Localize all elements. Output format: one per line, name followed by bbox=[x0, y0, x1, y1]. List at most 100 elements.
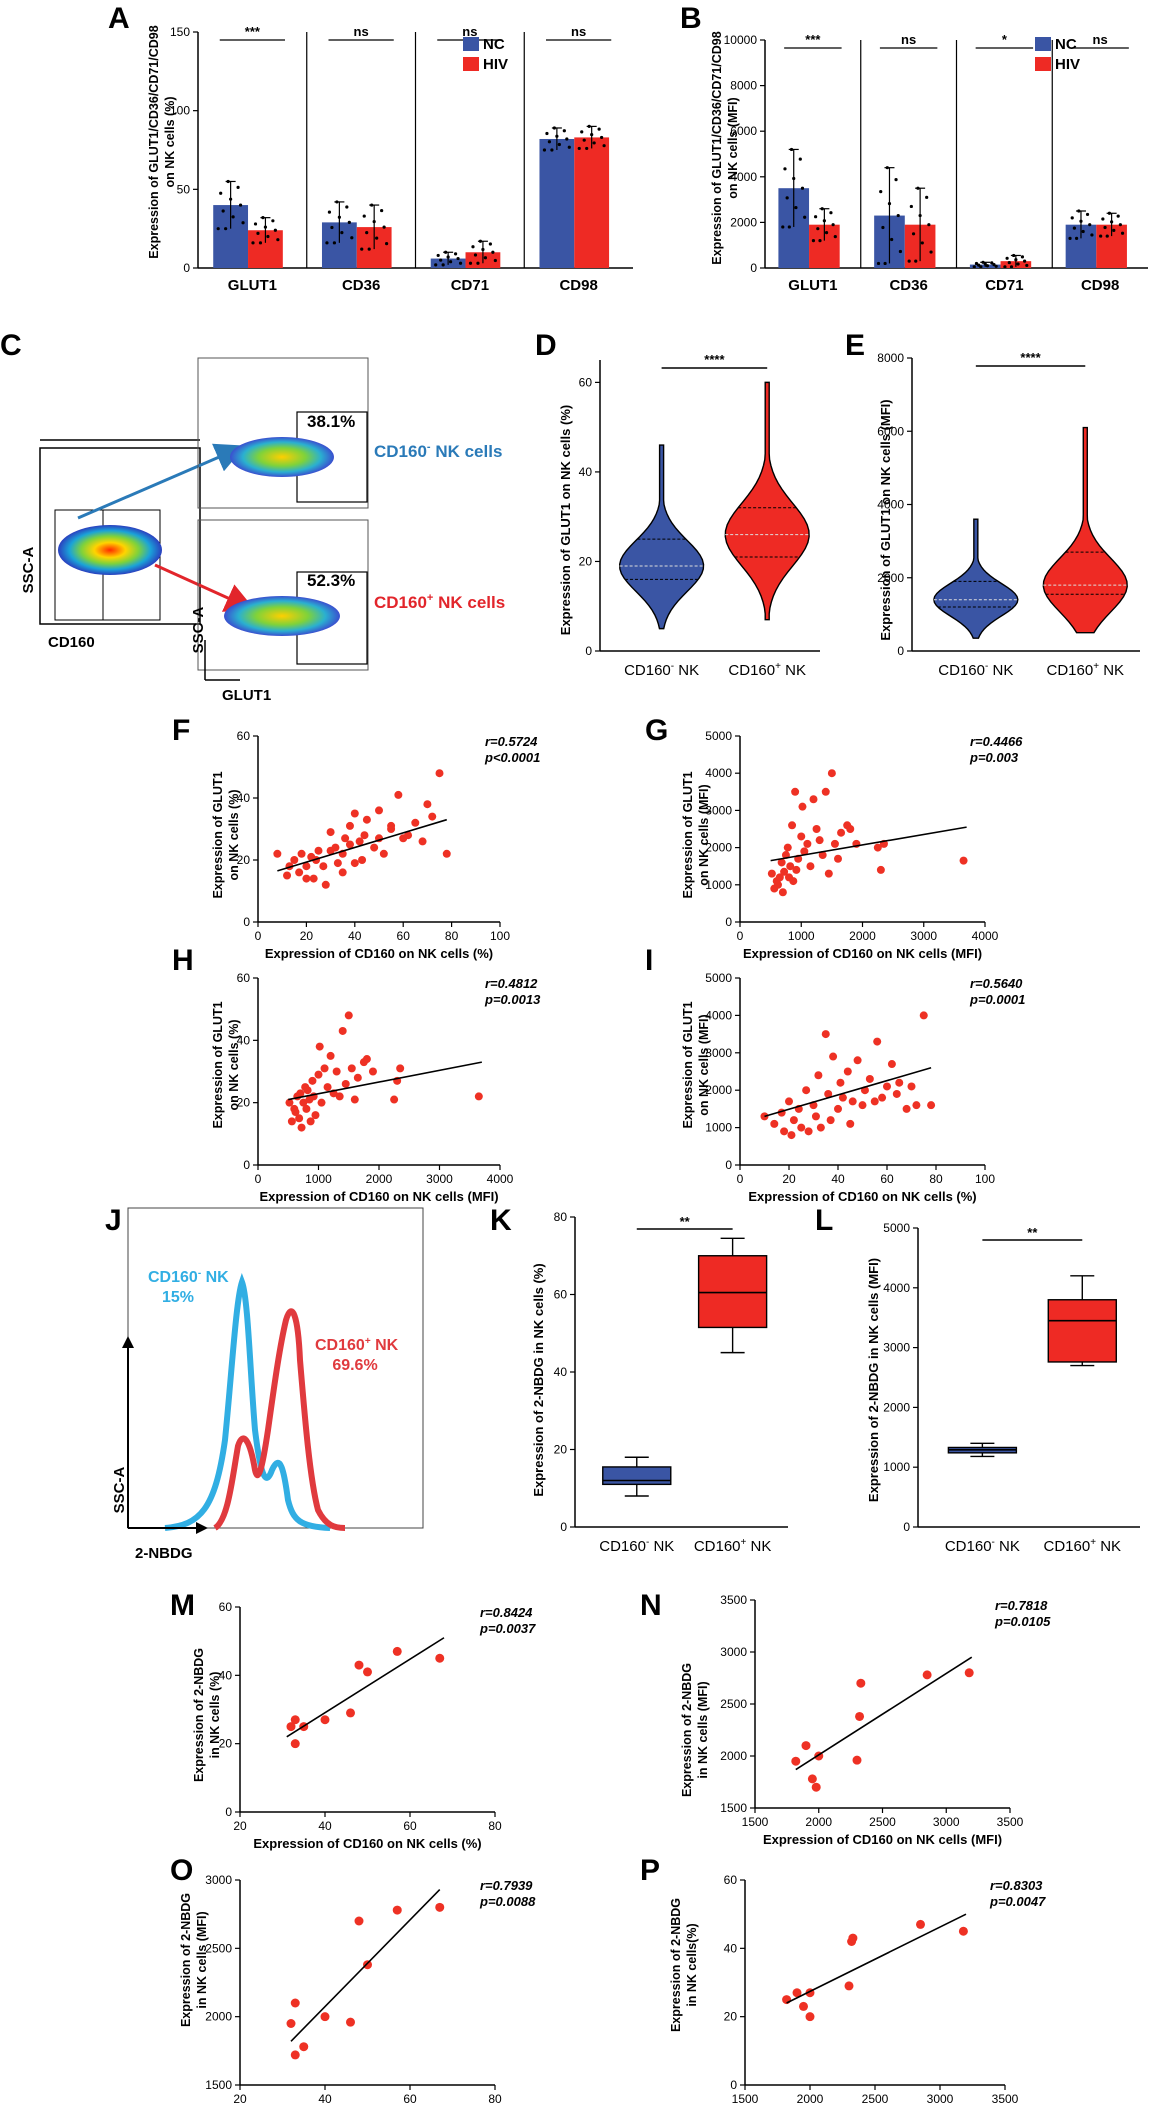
b-y-tick-label: 2000 bbox=[730, 215, 757, 229]
o-fit-line bbox=[290, 1889, 441, 2042]
h-data-point bbox=[296, 1089, 305, 1098]
n-p-value: p=0.0105 bbox=[994, 1614, 1051, 1629]
g-x-tick-label: 0 bbox=[737, 929, 744, 943]
b-data-dot bbox=[814, 215, 818, 219]
a-data-dot bbox=[585, 146, 589, 151]
f-x-tick-label: 0 bbox=[255, 929, 262, 943]
d-category-label: CD160+ NK bbox=[728, 661, 806, 679]
l-y-tick-label: 0 bbox=[903, 1520, 910, 1534]
a-data-dot bbox=[565, 137, 569, 141]
panel-letter-a: A bbox=[108, 2, 130, 35]
i-data-point bbox=[870, 1097, 879, 1106]
b-legend-swatch-hiv bbox=[1035, 57, 1051, 71]
f-x-tick-label: 20 bbox=[300, 929, 314, 943]
a-data-dot bbox=[468, 261, 473, 265]
bar-chart-a: 0 50 100 150 *** GLUT1 ns CD36 ns CD71 ns CD98 NC HIV bbox=[170, 24, 633, 294]
j-pos-label: CD160+ NK bbox=[315, 1336, 399, 1354]
i-data-point bbox=[834, 1104, 842, 1113]
a-data-dot bbox=[456, 256, 460, 261]
p-ylabel-2: in NK cells(%) bbox=[685, 1923, 699, 2006]
b-data-dot bbox=[1079, 219, 1083, 223]
h-data-point bbox=[299, 1098, 308, 1107]
n-r-value: r=0.7818 bbox=[995, 1598, 1048, 1613]
a-data-dot bbox=[337, 215, 341, 219]
i-r-value: r=0.5640 bbox=[970, 976, 1023, 991]
i-data-point bbox=[814, 1071, 823, 1080]
b-data-dot bbox=[929, 250, 933, 254]
k-category-label: CD160+ NK bbox=[694, 1537, 772, 1555]
a-data-dot bbox=[577, 146, 581, 151]
a-sig-label: *** bbox=[245, 24, 261, 39]
b-data-dot bbox=[1072, 226, 1077, 230]
b-data-dot bbox=[983, 262, 987, 266]
a-ylabel-1: Expression of GLUT1/CD36/CD71/CD98 bbox=[147, 25, 161, 258]
o-r-value: r=0.7939 bbox=[480, 1878, 533, 1893]
i-data-point bbox=[853, 1056, 862, 1065]
n-data-point bbox=[811, 1782, 821, 1792]
a-data-dot bbox=[372, 219, 376, 224]
f-data-point bbox=[309, 874, 318, 883]
h-data-point bbox=[306, 1117, 315, 1126]
a-data-dot bbox=[330, 225, 334, 230]
h-data-point bbox=[297, 1123, 306, 1132]
f-data-point bbox=[321, 880, 330, 889]
b-data-dot bbox=[1068, 236, 1072, 240]
a-y-tick-label: 150 bbox=[170, 25, 190, 39]
g-data-point bbox=[792, 865, 801, 874]
o-y-tick-label: 3000 bbox=[205, 1873, 232, 1887]
g-data-point bbox=[846, 825, 855, 833]
l-y-tick-label: 1000 bbox=[883, 1460, 910, 1474]
a-data-dot bbox=[602, 144, 606, 148]
l-box-pos bbox=[1047, 1299, 1117, 1363]
o-p-value: p=0.0088 bbox=[479, 1894, 536, 1909]
f-y-tick-label: 20 bbox=[237, 853, 251, 867]
m-data-point bbox=[290, 1739, 300, 1749]
n-data-point bbox=[964, 1668, 974, 1678]
g-data-point bbox=[798, 802, 807, 811]
o-ylabel-2: in NK cells (MFI) bbox=[195, 1911, 209, 2008]
h-y-tick-label: 40 bbox=[237, 1033, 251, 1047]
h-x-tick-label: 3000 bbox=[426, 1172, 453, 1186]
j-neg-percent: 15% bbox=[162, 1289, 194, 1306]
h-data-point bbox=[308, 1076, 317, 1085]
a-ylabel-2: on NK cells (%) bbox=[163, 97, 177, 188]
b-data-dot bbox=[887, 201, 892, 206]
b-data-dot bbox=[818, 239, 822, 243]
i-fit-line bbox=[764, 1066, 932, 1118]
l-y-tick-label: 2000 bbox=[883, 1400, 910, 1414]
h-data-point bbox=[326, 1051, 335, 1060]
f-data-point bbox=[345, 821, 354, 830]
g-data-point bbox=[812, 825, 821, 833]
k-sig-label: ** bbox=[680, 1214, 691, 1229]
i-y-tick-label: 3000 bbox=[705, 1046, 732, 1060]
a-data-dot bbox=[375, 236, 379, 240]
n-ylabel-1: Expression of 2-NBDG bbox=[680, 1663, 694, 1797]
a-data-dot bbox=[340, 231, 344, 235]
b-data-dot bbox=[785, 196, 789, 200]
p-data-point bbox=[848, 1933, 858, 1943]
m-data-point bbox=[320, 1715, 330, 1725]
n-x-tick-label: 2500 bbox=[869, 1815, 896, 1829]
a-data-dot bbox=[483, 256, 488, 260]
e-violin-pos bbox=[1042, 426, 1128, 634]
a-category-label: CD71 bbox=[451, 277, 489, 294]
a-data-dot bbox=[478, 239, 483, 243]
a-data-dot bbox=[335, 200, 339, 204]
f-data-point bbox=[333, 859, 342, 868]
a-legend-label-nc: NC bbox=[483, 36, 505, 53]
g-y-tick-label: 1000 bbox=[705, 878, 732, 892]
k-box-pos bbox=[697, 1255, 768, 1329]
f-data-point bbox=[418, 837, 427, 846]
g-data-point bbox=[789, 877, 798, 886]
a-data-dot bbox=[493, 258, 497, 263]
b-sig-label: * bbox=[1002, 32, 1008, 47]
o-data-point bbox=[435, 1902, 445, 1912]
a-data-dot bbox=[580, 130, 584, 134]
i-data-point bbox=[824, 1089, 833, 1098]
g-fit-line bbox=[770, 826, 967, 862]
b-data-dot bbox=[1020, 255, 1025, 259]
g-y-tick-label: 2000 bbox=[705, 841, 732, 855]
a-data-dot bbox=[345, 205, 349, 209]
m-x-tick-label: 60 bbox=[403, 1819, 417, 1833]
